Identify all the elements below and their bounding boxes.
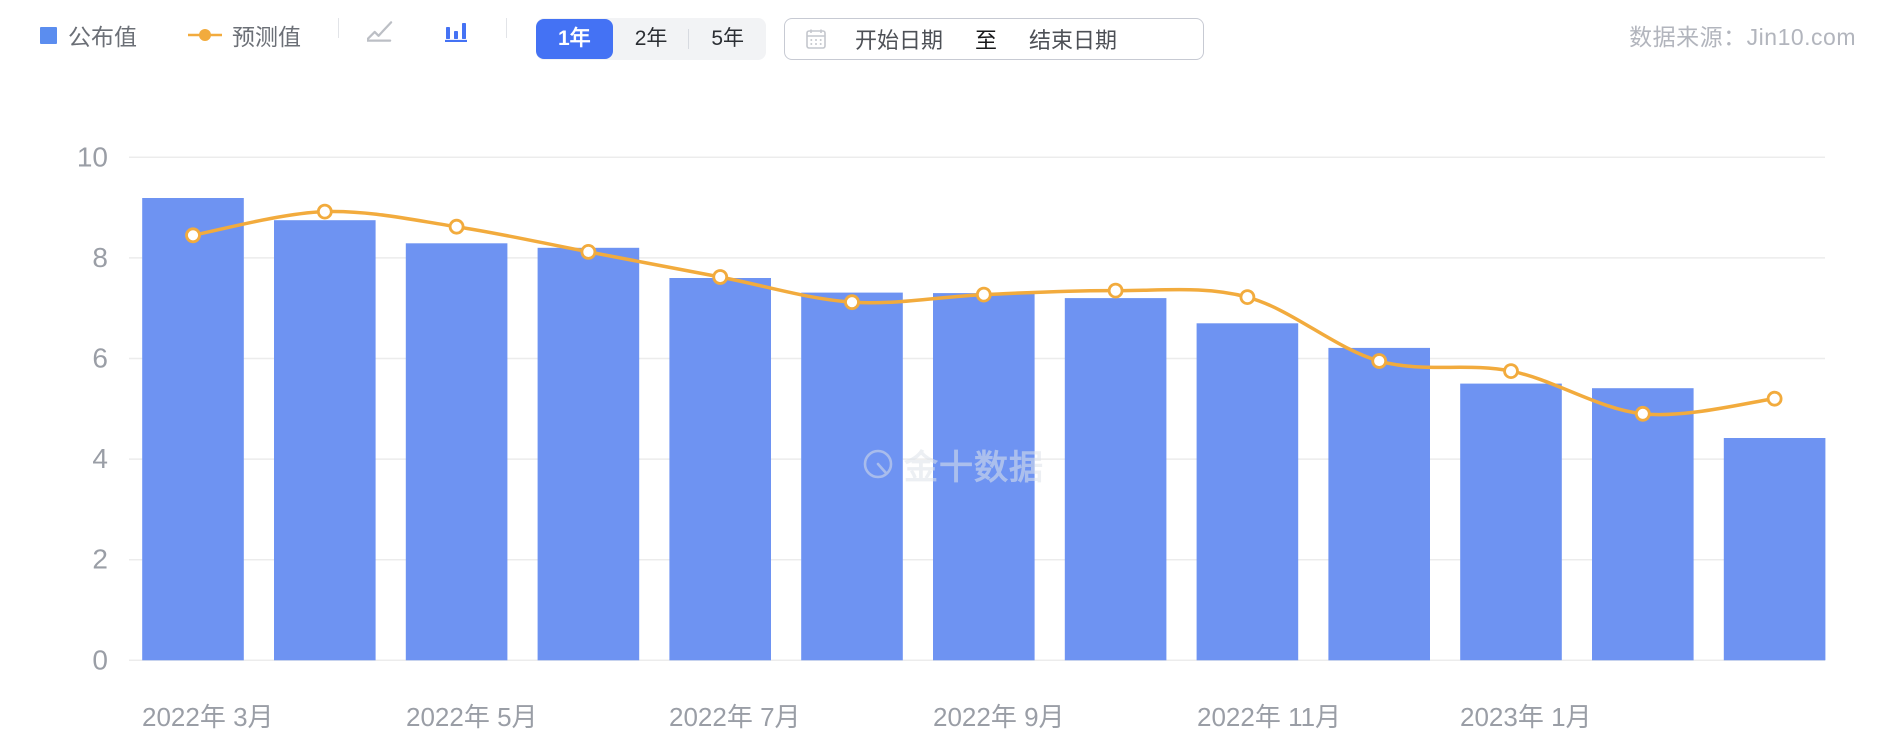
svg-text:8: 8 [92, 242, 108, 273]
svg-text:10: 10 [77, 141, 108, 172]
svg-text:0: 0 [92, 644, 108, 675]
svg-text:6: 6 [92, 343, 108, 374]
svg-text:4: 4 [92, 443, 108, 474]
svg-text:2: 2 [92, 544, 108, 575]
